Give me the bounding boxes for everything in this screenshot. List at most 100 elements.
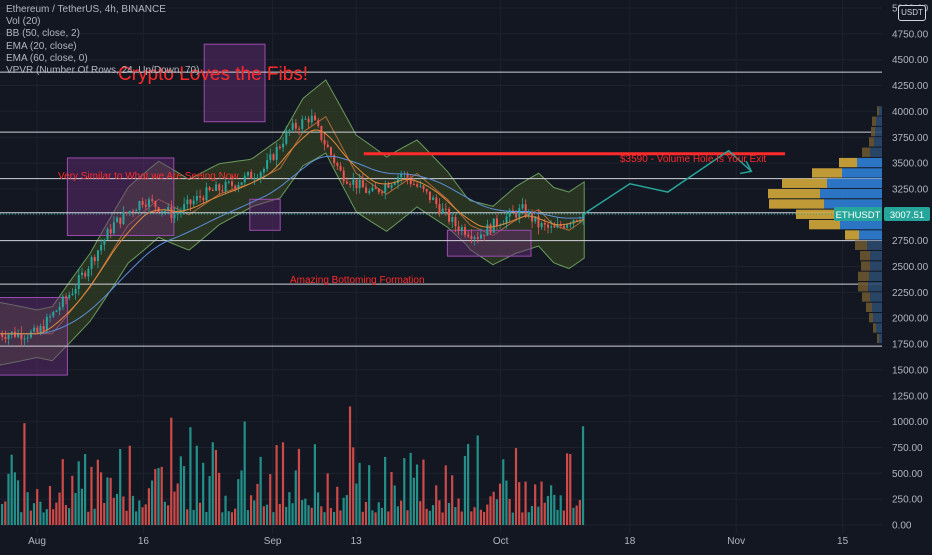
volume-bar [508,498,511,525]
vpvr-down-bar [862,147,870,157]
volume-bar [502,459,505,525]
volume-bar [377,502,380,525]
candle-body [132,210,135,212]
vpvr-up-bar [820,188,882,199]
candle-body [518,208,521,218]
volume-bar [125,510,128,525]
volume-bar [355,483,358,525]
candle-body [467,234,470,237]
volume-bar [530,505,534,525]
volume-bar [170,417,173,525]
candle-body [93,257,96,262]
x-axis-tick-label: 15 [837,536,849,547]
candle-body [65,296,68,299]
candle-body [390,184,393,188]
candle-body [163,211,166,213]
x-axis-tick-label: Nov [727,536,745,547]
volume-bar [160,466,163,525]
candle-body [464,227,467,235]
candle-body [336,163,339,166]
volume-bar [460,511,463,525]
y-axis-tick-label: 2500.00 [892,262,929,273]
vpvr-up-bar [870,250,882,261]
volume-bar [336,486,339,525]
vpvr-up-bar [842,168,882,178]
legend-vpvr[interactable]: VPVR (Number Of Rows, 24, Up/Down, 70) [6,65,200,77]
legend-ema20[interactable]: EMA (20, close) [6,40,77,52]
x-axis-tick-label: Oct [493,536,509,547]
volume-bar [243,421,246,525]
volume-bar [406,510,409,525]
candle-body [409,178,412,185]
candle-body [17,332,20,337]
vpvr-up-bar [869,271,882,282]
vpvr-up-bar [876,116,882,126]
legend-bollinger[interactable]: BB (50, close, 2) [6,28,80,40]
symbol-tag: ETHUSDT [836,210,881,221]
vpvr-down-bar [862,292,870,302]
currency-button[interactable]: USDT [898,5,926,21]
x-axis-tick-label: Aug [28,536,46,547]
candle-body [304,118,307,120]
similar-annotation: Very Similar to What we Are Seeing Now [58,171,239,182]
volume-bar [26,492,29,525]
projection-arrowhead [739,160,753,175]
vpvr-down-bar [845,230,859,240]
volume-bars [0,406,585,525]
vpvr-down-bar [860,250,870,261]
candle-body [543,222,546,225]
volume-bar [428,510,431,525]
vpvr-down-bar [869,137,874,147]
volume-bar [463,455,467,525]
candle-body [36,327,39,333]
volume-bar [323,512,326,525]
candle-body [269,154,272,161]
candle-body [521,204,524,209]
volume-bar [358,462,361,525]
candle-body [71,293,74,295]
volume-bar [87,511,90,525]
volume-bar [438,500,441,525]
volume-bar [390,471,393,525]
candle-body [215,184,218,191]
candle-body [326,144,329,148]
legend-volume[interactable]: Vol (20) [6,16,41,28]
candle-body [167,206,170,212]
y-axis-tick-label: 500.00 [892,469,923,480]
volume-bar [90,466,93,525]
volume-bar [179,456,182,525]
candle-body [106,229,109,240]
candle-body [211,190,214,192]
volume-bar [371,510,374,525]
volume-bar [285,506,288,525]
candle-body [259,172,262,178]
highlight-box [446,229,532,257]
candle-body [317,120,320,126]
volume-bar [135,511,138,525]
volume-bar [96,459,99,525]
candle-body [282,143,285,148]
volume-bar [115,493,119,525]
volume-bar [470,511,473,525]
volume-bar [275,445,278,525]
candle-body [438,203,441,214]
candle-body [7,334,10,339]
candle-body [250,171,253,179]
price-tag-bg [884,207,930,222]
candle-body [77,275,80,290]
candle-body [361,180,364,188]
volume-bar [83,454,87,525]
vpvr-up-bar [859,230,882,240]
volume-bar [16,480,20,525]
legend-ema60[interactable]: EMA (60, close, 0) [6,52,88,64]
legend-symbol[interactable]: Ethereum / TetherUS, 4h, BINANCE [6,4,166,15]
volume-bar [151,480,154,525]
volume-bar [374,512,377,525]
volume-bar [112,497,115,525]
candle-body [87,268,90,277]
candle-body [368,191,371,193]
volume-bar [384,456,387,525]
candle-body [141,201,144,205]
volume-bar [291,503,294,525]
